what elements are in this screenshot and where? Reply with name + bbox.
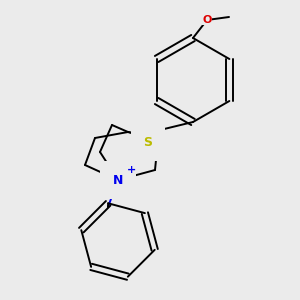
Text: +: + — [128, 165, 136, 175]
Text: S: S — [143, 136, 152, 148]
Text: N: N — [113, 173, 123, 187]
Text: O: O — [202, 15, 212, 25]
